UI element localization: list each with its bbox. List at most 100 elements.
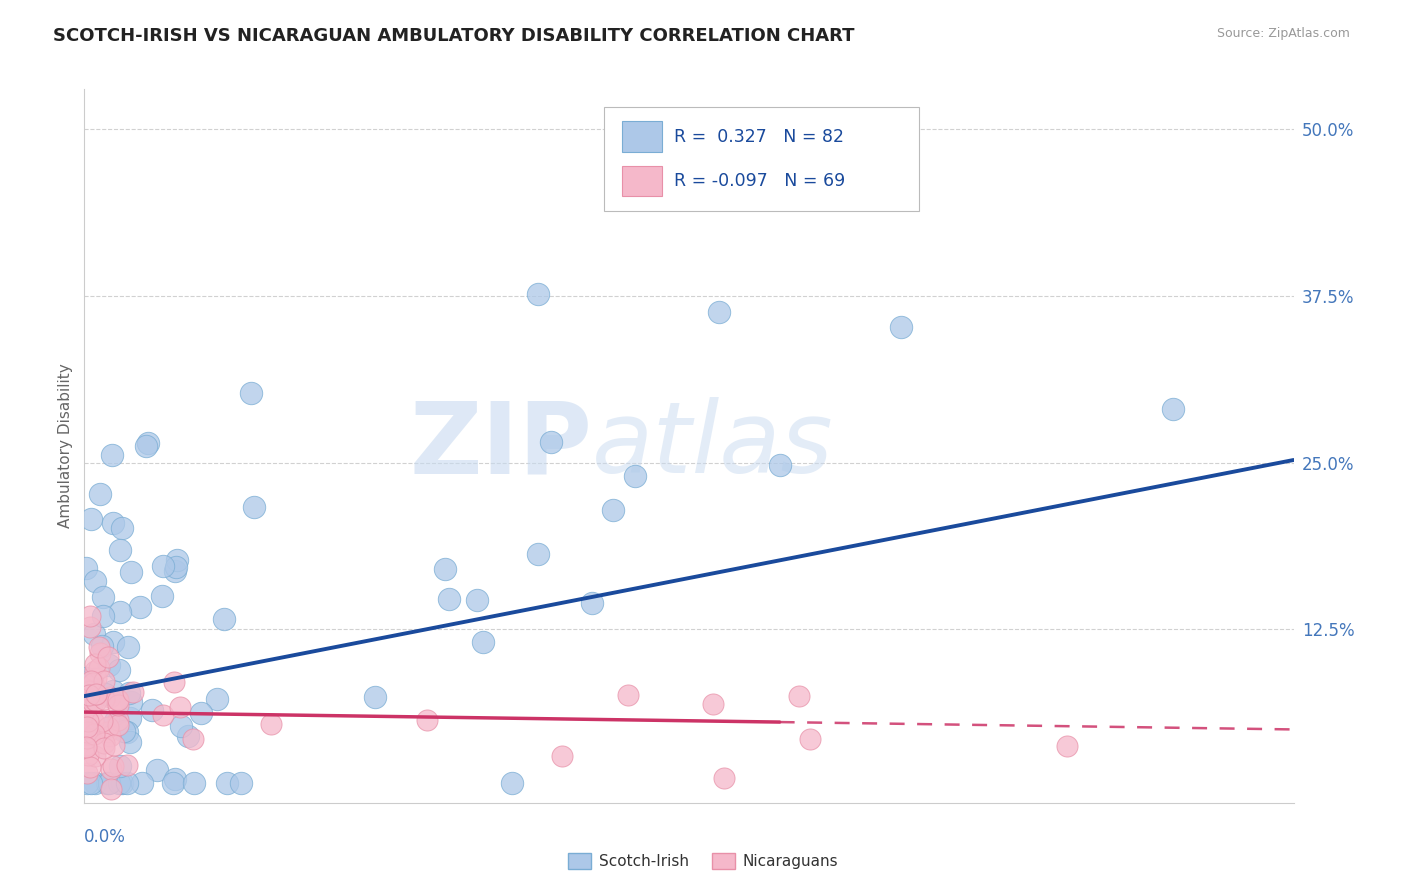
Point <box>115 758 138 772</box>
Point <box>83 776 105 790</box>
Point <box>122 684 145 698</box>
Point <box>108 542 131 557</box>
Point <box>101 516 124 530</box>
Point <box>108 605 131 619</box>
Point <box>82 695 104 709</box>
Point <box>152 708 174 723</box>
Point <box>82 691 104 706</box>
Point <box>75 706 97 721</box>
Point <box>79 760 101 774</box>
FancyBboxPatch shape <box>605 107 918 211</box>
Point <box>93 741 115 756</box>
Point <box>183 776 205 790</box>
Point <box>77 747 100 762</box>
Point <box>77 688 100 702</box>
Point <box>787 689 810 703</box>
Point <box>93 692 115 706</box>
Point <box>79 690 101 705</box>
Point <box>75 699 97 714</box>
Point <box>207 692 229 706</box>
Point <box>91 714 114 729</box>
Point <box>82 675 104 690</box>
Point <box>129 600 152 615</box>
Point <box>114 723 136 738</box>
Point <box>75 672 97 686</box>
Point <box>76 720 98 734</box>
Point <box>84 657 107 671</box>
Point <box>100 782 122 797</box>
Point <box>467 593 489 607</box>
Point <box>110 759 132 773</box>
Point <box>540 434 562 449</box>
Point <box>136 436 159 450</box>
Point <box>145 763 167 777</box>
Point <box>118 685 141 699</box>
Point <box>141 702 163 716</box>
Point <box>103 635 125 649</box>
Point <box>84 664 107 678</box>
Point <box>890 319 912 334</box>
Point <box>93 674 115 689</box>
Point <box>91 590 114 604</box>
Point <box>150 589 173 603</box>
Point <box>229 776 252 790</box>
Point <box>107 713 129 727</box>
Bar <box>623 166 662 196</box>
Point <box>190 706 212 720</box>
Point <box>713 772 735 786</box>
Point <box>501 776 523 790</box>
Text: SCOTCH-IRISH VS NICARAGUAN AMBULATORY DISABILITY CORRELATION CHART: SCOTCH-IRISH VS NICARAGUAN AMBULATORY DI… <box>53 27 855 45</box>
Point <box>551 749 574 764</box>
Point <box>135 439 157 453</box>
Point <box>177 729 200 743</box>
Point <box>77 727 100 741</box>
Point <box>103 739 125 753</box>
Point <box>76 731 98 745</box>
Point <box>75 740 97 755</box>
Point <box>90 639 112 653</box>
Point <box>105 691 128 706</box>
Point <box>212 612 235 626</box>
Point <box>702 697 724 711</box>
Point <box>120 695 142 709</box>
Point <box>100 762 122 776</box>
Point <box>80 673 103 688</box>
Point <box>118 735 141 749</box>
Point <box>165 772 187 786</box>
Text: 0.0%: 0.0% <box>84 828 127 846</box>
Point <box>239 385 262 400</box>
Point <box>162 776 184 790</box>
Point <box>709 305 731 319</box>
Point <box>83 749 105 764</box>
Point <box>79 620 101 634</box>
Point <box>98 657 121 672</box>
Text: R =  0.327   N = 82: R = 0.327 N = 82 <box>673 128 844 145</box>
Point <box>437 592 460 607</box>
Point <box>98 776 121 790</box>
Text: atlas: atlas <box>592 398 834 494</box>
Point <box>260 717 283 731</box>
Point <box>624 469 647 483</box>
Point <box>103 684 125 698</box>
Point <box>581 596 603 610</box>
Point <box>527 547 550 561</box>
Point <box>93 735 115 749</box>
Point <box>75 685 97 699</box>
Point <box>152 558 174 573</box>
Point <box>91 608 114 623</box>
Point <box>83 727 105 741</box>
Point <box>665 161 688 176</box>
Point <box>76 724 98 739</box>
Point <box>433 562 456 576</box>
Point <box>104 714 127 729</box>
Point <box>76 776 98 790</box>
Point <box>89 646 111 660</box>
Point <box>217 776 239 790</box>
Point <box>165 564 187 578</box>
Point <box>75 675 97 690</box>
Text: Source: ZipAtlas.com: Source: ZipAtlas.com <box>1216 27 1350 40</box>
Point <box>75 698 97 712</box>
Point <box>527 286 550 301</box>
Point <box>79 693 101 707</box>
Point <box>165 559 187 574</box>
